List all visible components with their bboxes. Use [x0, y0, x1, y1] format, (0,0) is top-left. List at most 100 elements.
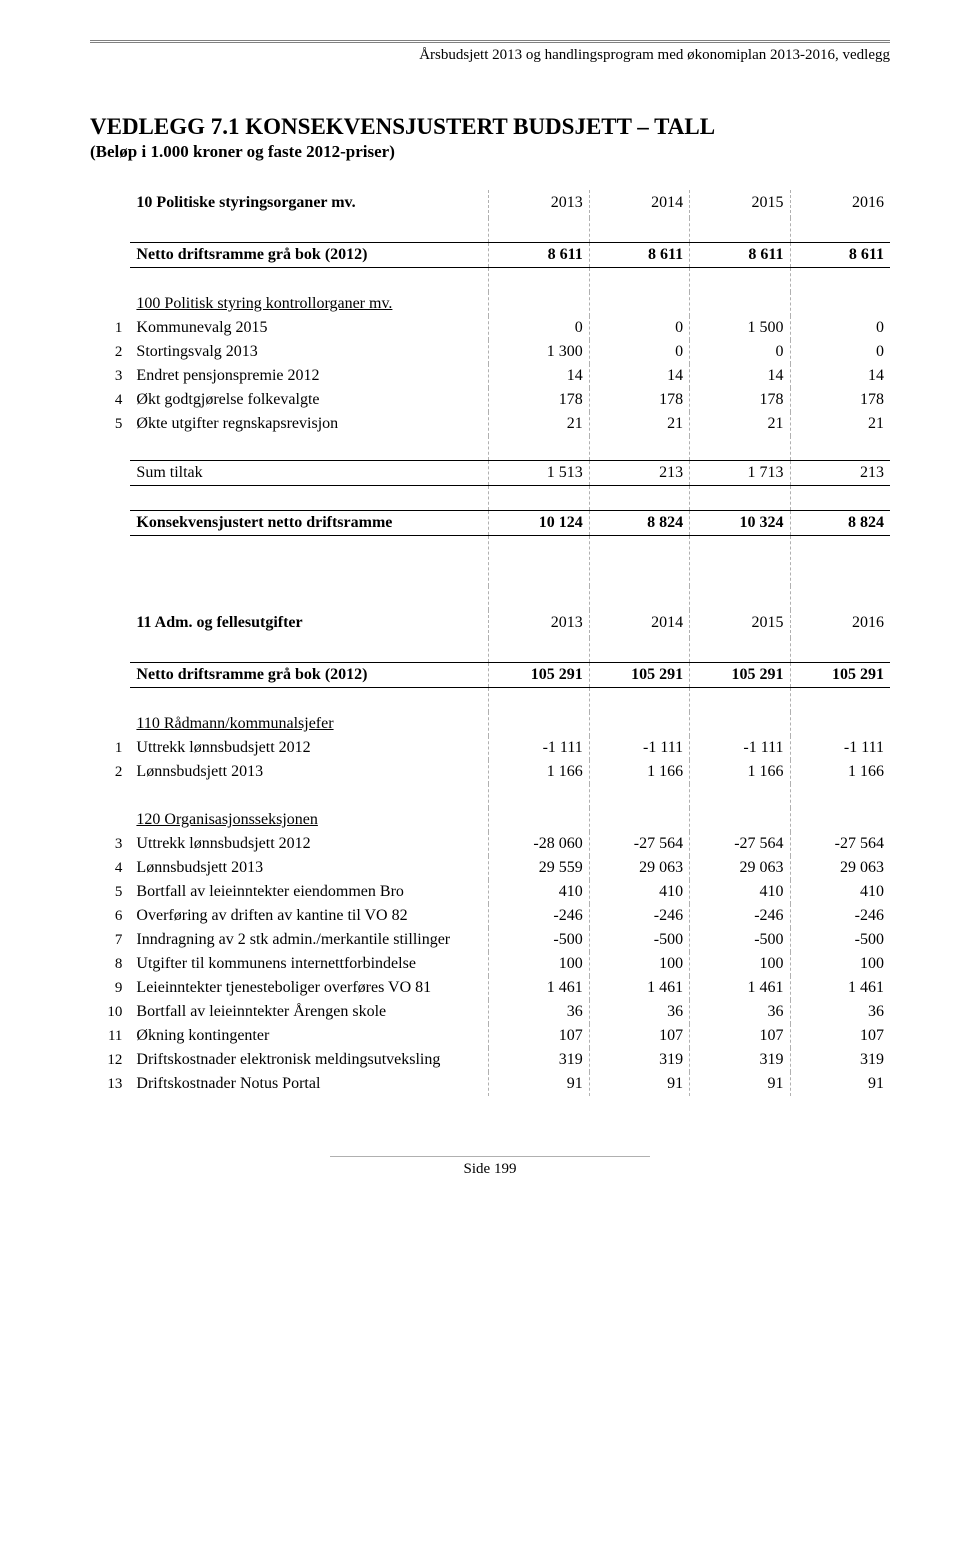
- cell: 0: [489, 316, 589, 340]
- cell: 91: [489, 1072, 589, 1096]
- year-col: 2014: [589, 190, 689, 218]
- cell: -246: [489, 904, 589, 928]
- sub-100-row: 100 Politisk styring kontrollorganer mv.: [90, 292, 890, 316]
- row-index: 7: [90, 928, 130, 952]
- cell: 178: [589, 388, 689, 412]
- cell: 100: [589, 952, 689, 976]
- document-title: VEDLEGG 7.1 KONSEKVENSJUSTERT BUDSJETT –…: [90, 114, 890, 140]
- cell: 8 611: [589, 243, 689, 268]
- cell: 10 324: [690, 511, 790, 536]
- cell: -1 111: [489, 736, 589, 760]
- sum-row-10: Sum tiltak 1 513 213 1 713 213: [90, 461, 890, 486]
- netto-row-10: Netto driftsramme grå bok (2012) 8 611 8…: [90, 243, 890, 268]
- cell: 107: [589, 1024, 689, 1048]
- cell: 410: [790, 880, 890, 904]
- sub-120-row: 120 Organisasjonsseksjonen: [90, 808, 890, 832]
- table-row: 1 Uttrekk lønnsbudsjett 2012 -1 111 -1 1…: [90, 736, 890, 760]
- row-label: Økte utgifter regnskapsrevisjon: [130, 412, 488, 436]
- year-col: 2013: [489, 610, 589, 638]
- cell: -1 111: [690, 736, 790, 760]
- cell: 105 291: [690, 663, 790, 688]
- cell: 21: [489, 412, 589, 436]
- table-row: 3 Endret pensjonspremie 2012 14 14 14 14: [90, 364, 890, 388]
- table-row: 12 Driftskostnader elektronisk meldingsu…: [90, 1048, 890, 1072]
- cell: 29 063: [589, 856, 689, 880]
- cell: 14: [589, 364, 689, 388]
- row-index: 10: [90, 1000, 130, 1024]
- cell: 1 513: [489, 461, 589, 486]
- row-index: 3: [90, 364, 130, 388]
- table-row: 3 Uttrekk lønnsbudsjett 2012 -28 060 -27…: [90, 832, 890, 856]
- row-label: Driftskostnader elektronisk meldingsutve…: [130, 1048, 488, 1072]
- cell: 1 461: [790, 976, 890, 1000]
- row-label: Økning kontingenter: [130, 1024, 488, 1048]
- cell: 105 291: [790, 663, 890, 688]
- cell: 1 300: [489, 340, 589, 364]
- table-row: 5 Økte utgifter regnskapsrevisjon 21 21 …: [90, 412, 890, 436]
- cell: 1 166: [489, 760, 589, 784]
- cell: 107: [489, 1024, 589, 1048]
- row-label: Lønnsbudsjett 2013: [130, 856, 488, 880]
- row-index: 4: [90, 388, 130, 412]
- table-row: 2 Stortingsvalg 2013 1 300 0 0 0: [90, 340, 890, 364]
- table-row: 11 Økning kontingenter 107 107 107 107: [90, 1024, 890, 1048]
- row-index: 13: [90, 1072, 130, 1096]
- kons-label: Konsekvensjustert netto driftsramme: [130, 511, 488, 536]
- netto-row-11: Netto driftsramme grå bok (2012) 105 291…: [90, 663, 890, 688]
- row-label: Inndragning av 2 stk admin./merkantile s…: [130, 928, 488, 952]
- table-row: 8 Utgifter til kommunens internettforbin…: [90, 952, 890, 976]
- year-col: 2016: [790, 610, 890, 638]
- header-rule: [90, 40, 890, 43]
- cell: -1 111: [589, 736, 689, 760]
- cell: 36: [690, 1000, 790, 1024]
- cell: 0: [790, 340, 890, 364]
- cell: 213: [589, 461, 689, 486]
- cell: 100: [790, 952, 890, 976]
- row-label: Leieinntekter tjenesteboliger overføres …: [130, 976, 488, 1000]
- footer-rule: [330, 1156, 650, 1157]
- sub-120-label: 120 Organisasjonsseksjonen: [130, 808, 488, 832]
- cell: 29 063: [690, 856, 790, 880]
- cell: 107: [690, 1024, 790, 1048]
- year-col: 2015: [690, 610, 790, 638]
- netto-label: Netto driftsramme grå bok (2012): [130, 663, 488, 688]
- sub-100-label: 100 Politisk styring kontrollorganer mv.: [130, 292, 488, 316]
- cell: 319: [489, 1048, 589, 1072]
- document-page: Årsbudsjett 2013 og handlingsprogram med…: [0, 0, 960, 1208]
- year-col: 2014: [589, 610, 689, 638]
- row-index: 6: [90, 904, 130, 928]
- cell: 319: [690, 1048, 790, 1072]
- cell: 8 824: [589, 511, 689, 536]
- cell: 36: [790, 1000, 890, 1024]
- cell: 1 461: [589, 976, 689, 1000]
- cell: -500: [690, 928, 790, 952]
- cell: 29 559: [489, 856, 589, 880]
- cell: 319: [589, 1048, 689, 1072]
- row-index: 1: [90, 736, 130, 760]
- cell: 105 291: [489, 663, 589, 688]
- section-10-name: 10 Politiske styringsorganer mv.: [130, 190, 488, 218]
- cell: 100: [489, 952, 589, 976]
- table-row: 4 Lønnsbudsjett 2013 29 559 29 063 29 06…: [90, 856, 890, 880]
- section-10-header: 10 Politiske styringsorganer mv. 2013 20…: [90, 190, 890, 218]
- cell: 36: [589, 1000, 689, 1024]
- cell: 0: [589, 316, 689, 340]
- cell: 105 291: [589, 663, 689, 688]
- cell: 14: [690, 364, 790, 388]
- cell: -246: [690, 904, 790, 928]
- cell: 0: [690, 340, 790, 364]
- netto-label: Netto driftsramme grå bok (2012): [130, 243, 488, 268]
- cell: -246: [589, 904, 689, 928]
- row-index: 4: [90, 856, 130, 880]
- table-row: 6 Overføring av driften av kantine til V…: [90, 904, 890, 928]
- cell: 1 166: [690, 760, 790, 784]
- row-index: 9: [90, 976, 130, 1000]
- row-index: 11: [90, 1024, 130, 1048]
- cell: -28 060: [489, 832, 589, 856]
- table-row: 5 Bortfall av leieinntekter eiendommen B…: [90, 880, 890, 904]
- row-index: 2: [90, 760, 130, 784]
- row-index: 8: [90, 952, 130, 976]
- cell: -27 564: [690, 832, 790, 856]
- cell: 14: [790, 364, 890, 388]
- row-label: Økt godtgjørelse folkevalgte: [130, 388, 488, 412]
